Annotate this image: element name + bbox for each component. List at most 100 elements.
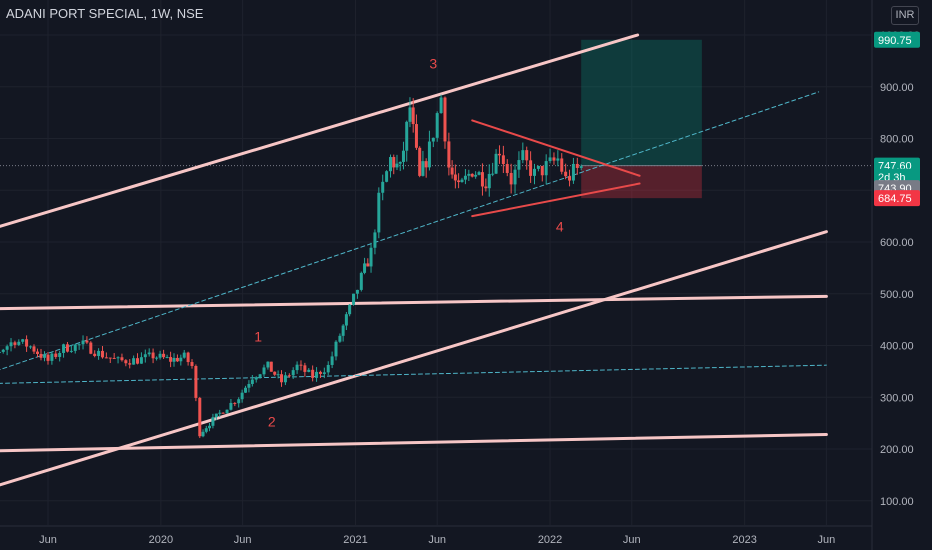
candle-body	[291, 370, 295, 376]
candle-body	[112, 358, 116, 360]
x-tick-label: 2023	[732, 534, 756, 546]
candle-body	[348, 304, 352, 315]
candle-body	[318, 371, 322, 374]
candle-body	[377, 192, 381, 233]
candle-body	[225, 409, 229, 414]
candle-body	[182, 352, 186, 358]
y-tick-label: 500.00	[880, 289, 914, 301]
target-profit-zone	[581, 39, 702, 166]
trend-line-triangle	[471, 182, 641, 218]
candle-body	[373, 232, 377, 248]
candle-body	[42, 354, 46, 358]
candle-body	[447, 141, 451, 168]
candle-body	[58, 352, 62, 357]
trend-lines	[0, 33, 828, 487]
wave-label: 4	[556, 219, 564, 235]
candle-body	[421, 161, 425, 176]
candle-body	[54, 353, 58, 357]
candle-body	[369, 247, 373, 267]
candle-body	[411, 107, 415, 125]
candle-body	[165, 357, 169, 359]
y-tick-label: 600.00	[880, 237, 914, 249]
candle-body	[266, 361, 270, 368]
candle-body	[385, 171, 389, 182]
candle-body	[525, 150, 529, 161]
candle-body	[322, 372, 326, 374]
x-tick-label: Jun	[818, 534, 836, 546]
candle-body	[276, 374, 280, 376]
candle-body	[395, 163, 399, 168]
candle-body	[73, 344, 77, 351]
candle-body	[258, 374, 262, 378]
candle-body	[147, 352, 151, 355]
candle-body	[190, 362, 194, 367]
candle-body	[501, 155, 505, 165]
candle-body	[39, 353, 43, 358]
candle-body	[467, 173, 471, 176]
candle-body	[552, 157, 556, 161]
y-tick-label: 300.00	[880, 392, 914, 404]
candles	[0, 94, 583, 439]
candle-body	[513, 169, 517, 185]
trend-line-horizontal	[0, 433, 828, 453]
candle-body	[544, 161, 548, 176]
candle-body	[237, 399, 241, 404]
candle-body	[457, 180, 461, 183]
candle-body	[344, 314, 348, 326]
candle-body	[497, 153, 501, 156]
candle-body	[124, 360, 128, 364]
candle-body	[307, 369, 311, 372]
candle-body	[204, 428, 208, 432]
candle-body	[401, 150, 405, 162]
currency-button[interactable]: INR	[891, 6, 919, 25]
candle-body	[97, 350, 101, 356]
candle-body	[100, 350, 104, 358]
candle-body	[453, 174, 457, 181]
candle-body	[315, 371, 319, 378]
trend-line-triangle	[471, 119, 641, 177]
price-label-text: 990.75	[878, 35, 912, 47]
candle-body	[330, 356, 334, 365]
stop-loss-zone	[581, 165, 702, 199]
candle-body	[405, 121, 409, 151]
candle-body	[25, 339, 29, 347]
candle-body	[32, 346, 36, 352]
chart-title: ADANI PORT SPECIAL, 1W, NSE	[6, 6, 204, 21]
candle-body	[509, 172, 513, 185]
candle-body	[443, 97, 447, 142]
candle-body	[198, 397, 202, 437]
candle-body	[355, 289, 359, 294]
candle-body	[116, 357, 120, 359]
trend-line-channel	[0, 230, 828, 487]
candle-body	[560, 158, 564, 172]
trend-line-channel	[0, 33, 640, 228]
candle-body	[431, 137, 435, 142]
candle-body	[262, 367, 266, 375]
candle-body	[162, 353, 166, 358]
candle-body	[341, 325, 345, 336]
x-tick-label: 2020	[149, 534, 173, 546]
candle-body	[424, 161, 428, 168]
candle-body	[158, 353, 162, 358]
candle-body	[65, 344, 69, 352]
candle-body	[529, 160, 533, 176]
candle-body	[104, 357, 108, 359]
candle-body	[398, 161, 402, 164]
trend-line-dashed	[0, 91, 820, 371]
candle-body	[208, 425, 212, 429]
y-tick-label: 900.00	[880, 82, 914, 94]
candle-body	[480, 172, 484, 187]
candle-body	[9, 342, 13, 347]
candle-body	[435, 113, 439, 138]
price-label-box	[874, 31, 920, 48]
candle-body	[326, 364, 330, 373]
candle-body	[408, 107, 412, 122]
candle-body	[62, 344, 66, 353]
candle-body	[414, 124, 418, 148]
candle-body	[450, 167, 454, 175]
candle-body	[143, 354, 147, 358]
candle-body	[254, 377, 258, 380]
price-label-text: 684.75	[878, 193, 912, 205]
